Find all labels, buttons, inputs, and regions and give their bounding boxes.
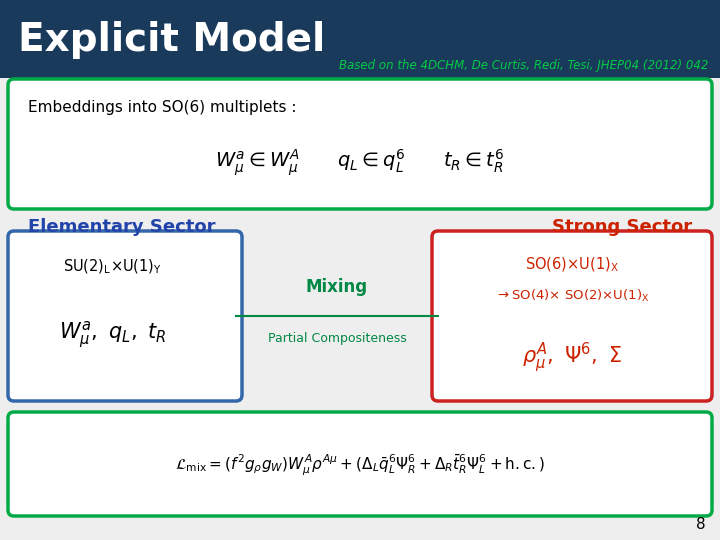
Text: Mixing: Mixing: [306, 278, 368, 296]
Text: $W^a_\mu \in W^A_\mu \qquad q_L \in q^6_L \qquad t_R \in t^6_R$: $W^a_\mu \in W^A_\mu \qquad q_L \in q^6_…: [215, 148, 505, 178]
Text: $\mathrm{SO(6){\times}U(1)_X}$: $\mathrm{SO(6){\times}U(1)_X}$: [525, 256, 619, 274]
Text: Elementary Sector: Elementary Sector: [28, 218, 215, 236]
Text: Based on the 4DCHM, De Curtis, Redi, Tesi, JHEP04 (2012) 042: Based on the 4DCHM, De Curtis, Redi, Tes…: [338, 58, 708, 71]
FancyBboxPatch shape: [432, 231, 712, 401]
FancyBboxPatch shape: [0, 0, 720, 78]
FancyBboxPatch shape: [8, 412, 712, 516]
Text: Explicit Model: Explicit Model: [18, 21, 325, 59]
Text: Embeddings into SO(6) multiplets :: Embeddings into SO(6) multiplets :: [28, 100, 297, 115]
Text: $W^a_\mu,\ q_L,\ t_R$: $W^a_\mu,\ q_L,\ t_R$: [59, 319, 167, 350]
Text: $\mathrm{SU(2)_L{\times}U(1)_Y}$: $\mathrm{SU(2)_L{\times}U(1)_Y}$: [63, 258, 163, 276]
Text: Partial Compositeness: Partial Compositeness: [268, 332, 406, 345]
Text: $\mathcal{L}_{\mathrm{mix}} = (f^2 g_\rho g_W) W^A_\mu \rho^{A\mu} + (\Delta_L \: $\mathcal{L}_{\mathrm{mix}} = (f^2 g_\rh…: [175, 452, 545, 478]
Text: 8: 8: [696, 517, 706, 532]
FancyBboxPatch shape: [8, 79, 712, 209]
Text: Strong Sector: Strong Sector: [552, 218, 692, 236]
Text: $\rho^A_\mu,\ \Psi^6,\ \Sigma$: $\rho^A_\mu,\ \Psi^6,\ \Sigma$: [522, 341, 622, 375]
Text: $\rightarrow \mathrm{SO(4){\times}\ SO(2){\times}U(1)_X}$: $\rightarrow \mathrm{SO(4){\times}\ SO(2…: [495, 288, 649, 304]
FancyBboxPatch shape: [8, 231, 242, 401]
